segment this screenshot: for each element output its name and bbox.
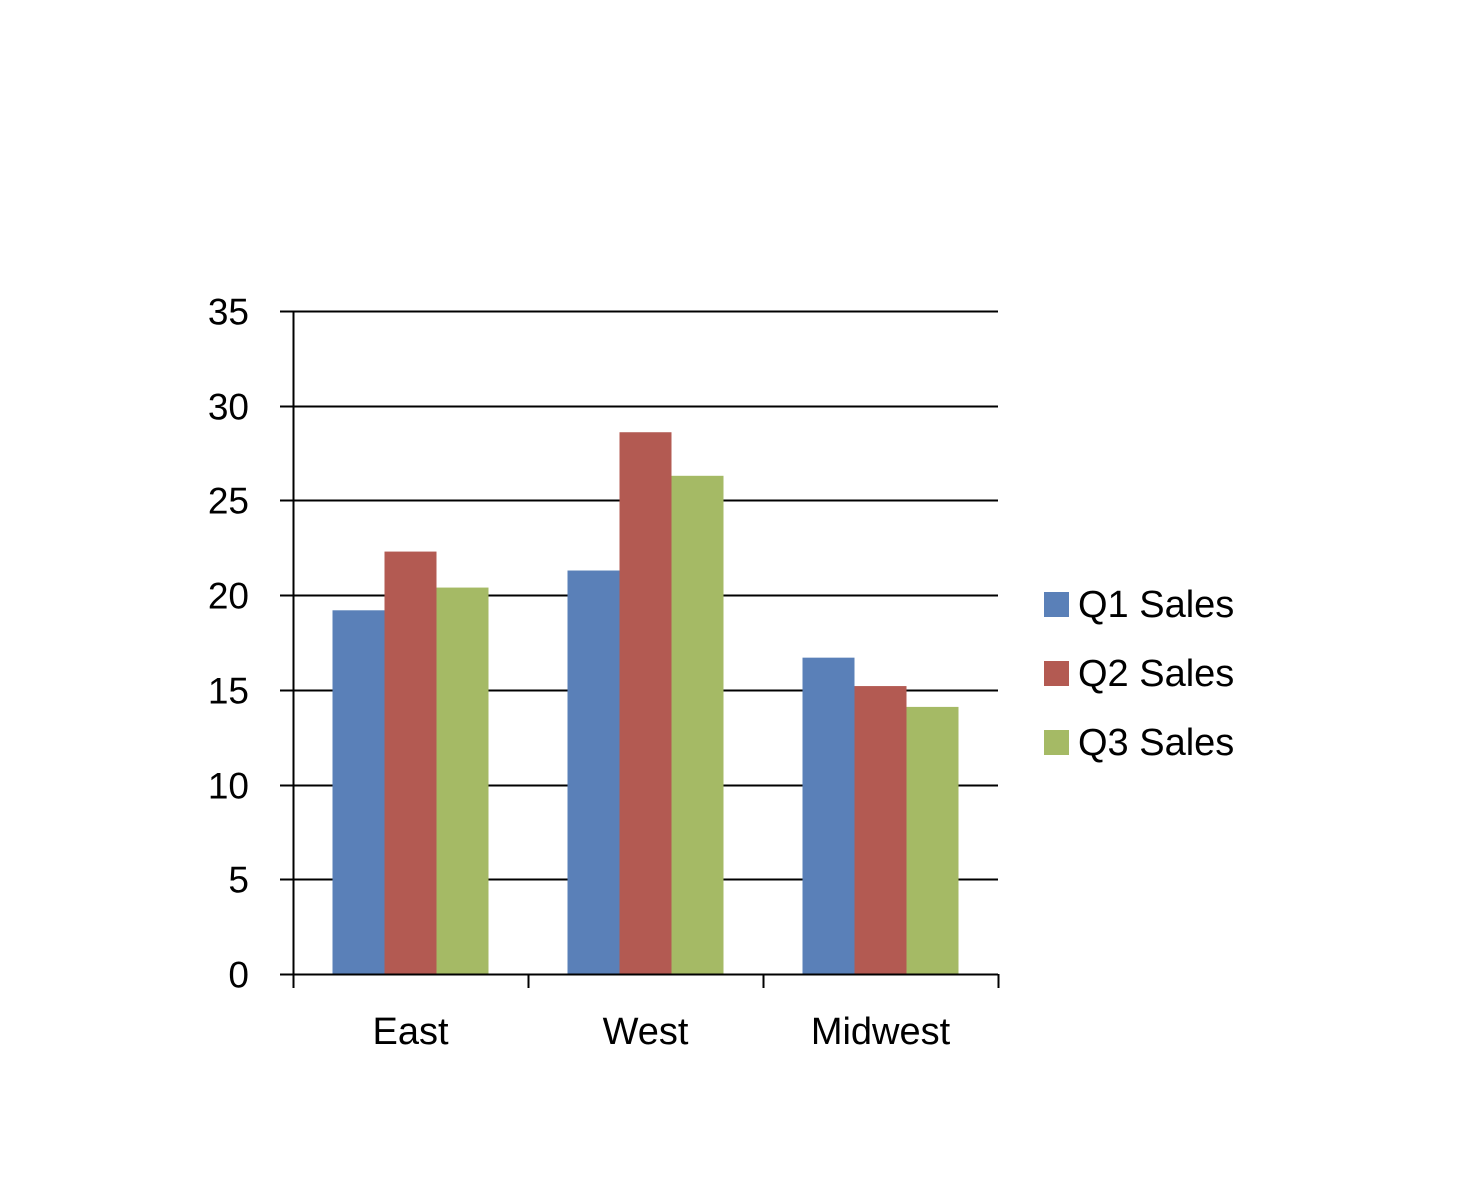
bar-midwest-q2 <box>854 686 907 974</box>
legend-label-q3: Q3 Sales <box>1078 722 1234 764</box>
bar-east-q2 <box>384 551 437 974</box>
legend: Q1 Sales Q2 Sales Q3 Sales <box>1044 584 1234 764</box>
axes <box>280 310 1000 988</box>
x-category-label-west: West <box>603 1011 689 1053</box>
bar-midwest-q1 <box>802 657 855 974</box>
bar-midwest-q3 <box>906 706 959 974</box>
y-tick-label: 5 <box>228 860 249 901</box>
bars <box>332 432 959 975</box>
y-tick-label: 0 <box>228 955 249 996</box>
y-axis-tick-labels: 0 5 10 15 20 25 30 35 <box>208 292 249 996</box>
bar-west-q2 <box>619 432 672 975</box>
x-category-label-midwest: Midwest <box>811 1011 951 1053</box>
bar-east-q3 <box>436 587 489 974</box>
y-tick-label: 35 <box>208 292 249 333</box>
y-tick-label: 10 <box>208 766 249 807</box>
y-tick-label: 30 <box>208 387 249 428</box>
legend-swatch-q1 <box>1044 592 1069 617</box>
y-tick-label: 15 <box>208 671 249 712</box>
x-axis-category-labels: East West Midwest <box>372 1011 950 1053</box>
x-category-label-east: East <box>372 1011 448 1053</box>
bar-west-q3 <box>671 475 724 974</box>
legend-label-q1: Q1 Sales <box>1078 584 1234 626</box>
legend-label-q2: Q2 Sales <box>1078 653 1234 695</box>
legend-swatch-q3 <box>1044 730 1069 755</box>
y-tick-label: 25 <box>208 481 249 522</box>
legend-swatch-q2 <box>1044 661 1069 686</box>
bar-east-q1 <box>332 610 385 974</box>
bar-west-q1 <box>567 570 620 974</box>
y-tick-label: 20 <box>208 576 249 617</box>
